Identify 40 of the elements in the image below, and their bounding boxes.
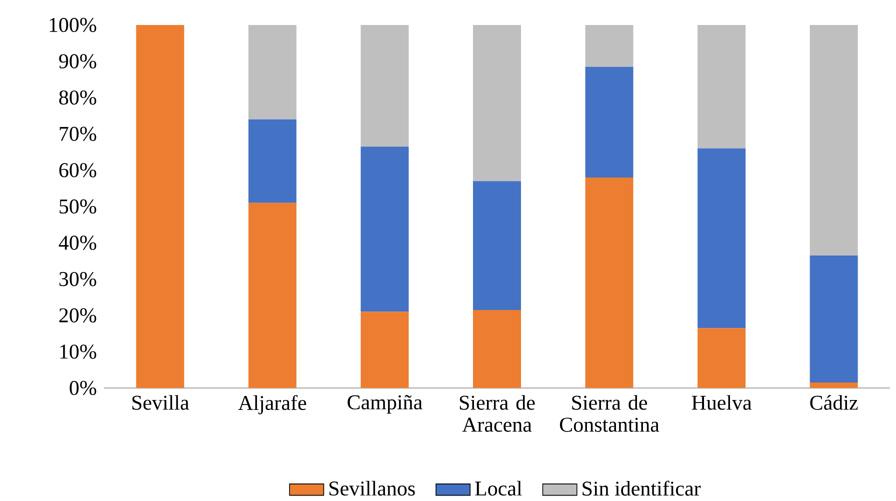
bar xyxy=(698,24,746,148)
x-tick-label: Aljarafe xyxy=(238,395,306,414)
bar xyxy=(248,24,296,120)
x-tick-label: Cádiz xyxy=(810,395,858,410)
y-tick-label: 30% xyxy=(59,272,96,286)
bar xyxy=(585,66,634,178)
bar xyxy=(248,119,296,203)
bar xyxy=(585,24,634,67)
bar xyxy=(472,24,521,182)
y-tick-label: 10% xyxy=(60,344,96,359)
bar xyxy=(136,24,184,388)
legend-label: Sin identificar xyxy=(582,480,701,496)
y-tick-label: 50% xyxy=(60,199,96,214)
y-tick-label: 100% xyxy=(50,18,96,32)
y-tick-label: 60% xyxy=(59,163,96,178)
bar xyxy=(698,328,746,388)
y-tick-label: 20% xyxy=(59,308,96,323)
x-tick-label: Sierra de Aracena xyxy=(460,395,535,432)
bar xyxy=(472,181,521,310)
bar xyxy=(472,310,521,388)
bar xyxy=(585,177,634,388)
bar xyxy=(360,312,409,388)
y-tick-label: 90% xyxy=(59,54,96,68)
bar xyxy=(248,202,296,388)
legend-label: Sevillanos xyxy=(330,480,415,496)
x-tick-label: Sevilla xyxy=(132,395,190,410)
y-tick-label: 40% xyxy=(58,236,96,250)
y-tick-label: 0% xyxy=(70,380,96,396)
y-tick-label: 70% xyxy=(60,126,96,142)
y-tick-label: 80% xyxy=(59,90,96,105)
bar xyxy=(360,24,409,147)
bar xyxy=(810,256,858,383)
x-tick-label: Huelva xyxy=(692,395,752,410)
x-tick-label: Campiña xyxy=(348,395,422,414)
bar xyxy=(360,146,409,312)
bar xyxy=(810,382,858,388)
x-tick-label: Sierra de Constantina xyxy=(560,395,660,432)
bar xyxy=(698,148,746,328)
bar xyxy=(810,24,858,256)
legend-label: Local xyxy=(475,480,522,496)
